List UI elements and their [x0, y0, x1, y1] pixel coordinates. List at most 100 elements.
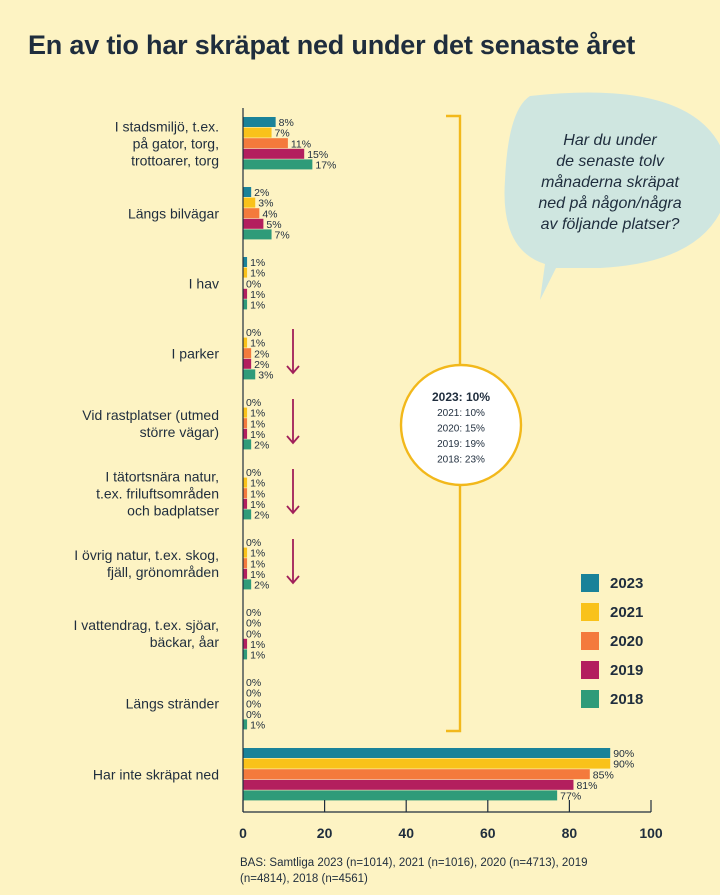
summary-circle-shape: [399, 363, 523, 487]
bar-2021: [243, 407, 248, 418]
data-label: 0%: [246, 537, 261, 549]
category-label: Vid rastplatser (utmed: [82, 407, 219, 423]
data-label: 1%: [250, 418, 265, 430]
data-label: 0%: [246, 327, 261, 339]
category-label: I vattendrag, t.ex. sjöar,: [73, 617, 219, 633]
data-label: 7%: [275, 128, 290, 140]
category-label: på gator, torg,: [133, 136, 219, 152]
data-label: 1%: [250, 548, 265, 560]
data-label: 3%: [258, 370, 273, 382]
bar-2021: [243, 197, 256, 208]
data-label: 5%: [266, 219, 281, 231]
category-label: I parker: [172, 346, 220, 362]
bar-2019: [243, 218, 264, 229]
data-label: 1%: [250, 408, 265, 420]
summary-line: 2023: 10%: [432, 390, 490, 404]
x-tick-label: 100: [639, 825, 663, 841]
bar-2023: [243, 257, 248, 267]
data-label: 1%: [250, 720, 265, 732]
data-label: 1%: [250, 257, 265, 269]
category-group: I tätortsnära natur,t.ex. friluftsområde…: [96, 467, 300, 522]
question-line: Har du under: [563, 132, 657, 149]
bar-2020: [243, 488, 248, 499]
legend-swatch-2021: [581, 603, 599, 621]
category-label: bäckar, åar: [150, 634, 220, 650]
data-label: 1%: [250, 338, 265, 350]
bar-2021: [243, 337, 248, 348]
x-tick-label: 40: [398, 825, 414, 841]
category-label: Längs stränder: [126, 696, 220, 712]
question-line: ned på någon/några: [538, 194, 681, 212]
question-bubble: Har du under de senaste tolv månaderna skr…: [504, 92, 720, 300]
bar-2020: [243, 769, 590, 780]
bar-2019: [243, 498, 248, 509]
question-line: de senaste tolv: [556, 153, 665, 170]
data-label: 0%: [246, 628, 261, 640]
down-arrow-icon: [286, 469, 300, 515]
bar-2018: [243, 159, 313, 170]
bar-2019: [243, 568, 248, 579]
data-label: 85%: [593, 769, 614, 781]
legend-swatch-2019: [581, 661, 599, 679]
bar-2020: [243, 558, 248, 569]
data-label: 1%: [250, 289, 265, 301]
bar-2018: [243, 509, 252, 520]
category-label: I tätortsnära natur,: [105, 469, 219, 485]
bar-2021: [243, 477, 248, 488]
category-label: I övrig natur, t.ex. skog,: [74, 547, 219, 563]
bar-2018: [243, 790, 558, 801]
bar-2020: [243, 208, 260, 219]
category-group: I stadsmiljö, t.ex.på gator, torg,trotto…: [115, 117, 336, 172]
category-group: I övrig natur, t.ex. skog,fjäll, grönomr…: [74, 537, 300, 592]
data-label: 90%: [613, 759, 634, 771]
data-label: 0%: [246, 607, 261, 619]
data-label: 77%: [560, 791, 581, 803]
category-label: t.ex. friluftsområden: [96, 486, 219, 502]
data-label: 1%: [250, 650, 265, 662]
summary-line: 2021: 10%: [437, 408, 485, 419]
bar-2019: [243, 358, 252, 369]
summary-line: 2020: 15%: [437, 424, 485, 435]
legend-label: 2019: [610, 662, 643, 679]
data-label: 11%: [291, 138, 311, 150]
bar-2023: [243, 187, 252, 197]
category-label: Har inte skräpat ned: [93, 767, 219, 783]
x-axis: 0 20 40 60 80 100: [239, 108, 663, 841]
data-label: 0%: [246, 709, 261, 721]
category-label: Längs bilvägar: [128, 206, 219, 222]
data-label: 3%: [258, 198, 273, 210]
legend-label: 2021: [610, 604, 643, 621]
summary-line: 2018: 23%: [437, 455, 485, 466]
category-group: I vattendrag, t.ex. sjöar,bäckar, åar 0% 0…: [73, 607, 265, 661]
data-label: 7%: [275, 230, 290, 242]
data-label: 1%: [250, 558, 265, 570]
bubble-shape: [504, 92, 720, 300]
legend-label: 2018: [610, 691, 643, 708]
data-label: 0%: [246, 397, 261, 409]
bar-2023: [243, 117, 276, 127]
legend-label: 2020: [610, 633, 643, 650]
category-label: större vägar): [140, 424, 219, 440]
base-note: BAS: Samtliga 2023 (n=1014), 2021 (n=101…: [240, 857, 588, 885]
data-label: 2%: [254, 187, 269, 199]
data-label: 17%: [315, 160, 336, 172]
data-label: 1%: [250, 300, 265, 312]
bar-2021: [243, 267, 248, 278]
x-tick-label: 60: [480, 825, 496, 841]
chart-title: En av tio har skräpat ned under det sena…: [28, 30, 636, 60]
category-label: fjäll, grönområden: [107, 564, 219, 580]
summary-line: 2019: 19%: [437, 439, 485, 450]
down-arrow-icon: [286, 539, 300, 585]
legend: 2023 2021 2020 2019 2018: [581, 574, 643, 708]
bar-2020: [243, 418, 248, 429]
data-label: 0%: [246, 677, 261, 689]
bar-2021: [243, 127, 272, 138]
bar-2018: [243, 579, 252, 590]
bar-2020: [243, 138, 288, 149]
data-label: 1%: [250, 499, 265, 511]
category-label: I hav: [189, 276, 219, 292]
